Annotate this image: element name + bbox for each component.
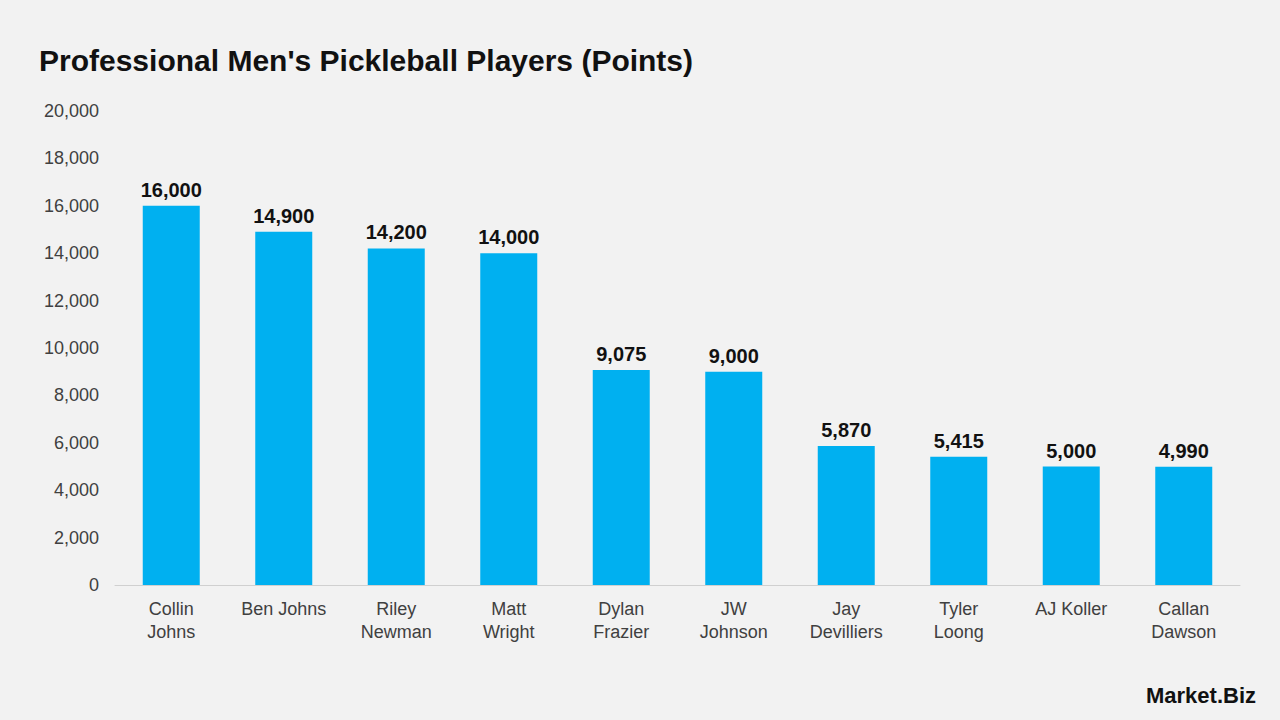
svg-text:AJ Koller: AJ Koller: [1035, 599, 1107, 619]
svg-text:Newman: Newman: [361, 622, 432, 642]
svg-text:Ben Johns: Ben Johns: [241, 599, 326, 619]
svg-text:Loong: Loong: [934, 622, 984, 642]
svg-text:Tyler: Tyler: [939, 599, 978, 619]
svg-text:5,415: 5,415: [934, 430, 984, 452]
svg-text:JW: JW: [721, 599, 747, 619]
svg-text:18,000: 18,000: [44, 148, 99, 168]
svg-text:5,000: 5,000: [1046, 440, 1096, 462]
svg-text:Dylan: Dylan: [598, 599, 644, 619]
svg-text:Wright: Wright: [483, 622, 535, 642]
svg-text:Riley: Riley: [376, 599, 416, 619]
svg-text:Johnson: Johnson: [700, 622, 768, 642]
svg-text:Professional Men's Pickleball: Professional Men's Pickleball Players (P…: [39, 44, 693, 77]
svg-text:Devilliers: Devilliers: [810, 622, 883, 642]
svg-text:4,990: 4,990: [1159, 440, 1209, 462]
svg-text:Frazier: Frazier: [593, 622, 649, 642]
svg-text:Matt: Matt: [491, 599, 526, 619]
svg-text:20,000: 20,000: [44, 101, 99, 121]
svg-text:5,870: 5,870: [821, 419, 871, 441]
svg-text:Market.Biz: Market.Biz: [1146, 683, 1256, 708]
svg-text:6,000: 6,000: [54, 433, 99, 453]
svg-text:14,000: 14,000: [44, 243, 99, 263]
svg-text:16,000: 16,000: [44, 196, 99, 216]
svg-text:12,000: 12,000: [44, 291, 99, 311]
svg-text:9,000: 9,000: [709, 345, 759, 367]
svg-text:14,000: 14,000: [478, 226, 539, 248]
svg-text:Johns: Johns: [147, 622, 195, 642]
svg-text:2,000: 2,000: [54, 528, 99, 548]
svg-text:Dawson: Dawson: [1151, 622, 1216, 642]
svg-text:8,000: 8,000: [54, 385, 99, 405]
svg-text:Callan: Callan: [1158, 599, 1209, 619]
svg-text:Collin: Collin: [149, 599, 194, 619]
svg-text:Jay: Jay: [832, 599, 860, 619]
svg-text:14,900: 14,900: [253, 205, 314, 227]
svg-text:16,000: 16,000: [141, 179, 202, 201]
svg-text:0: 0: [89, 575, 99, 595]
svg-text:14,200: 14,200: [366, 221, 427, 243]
svg-text:4,000: 4,000: [54, 480, 99, 500]
svg-text:9,075: 9,075: [596, 343, 646, 365]
svg-text:10,000: 10,000: [44, 338, 99, 358]
